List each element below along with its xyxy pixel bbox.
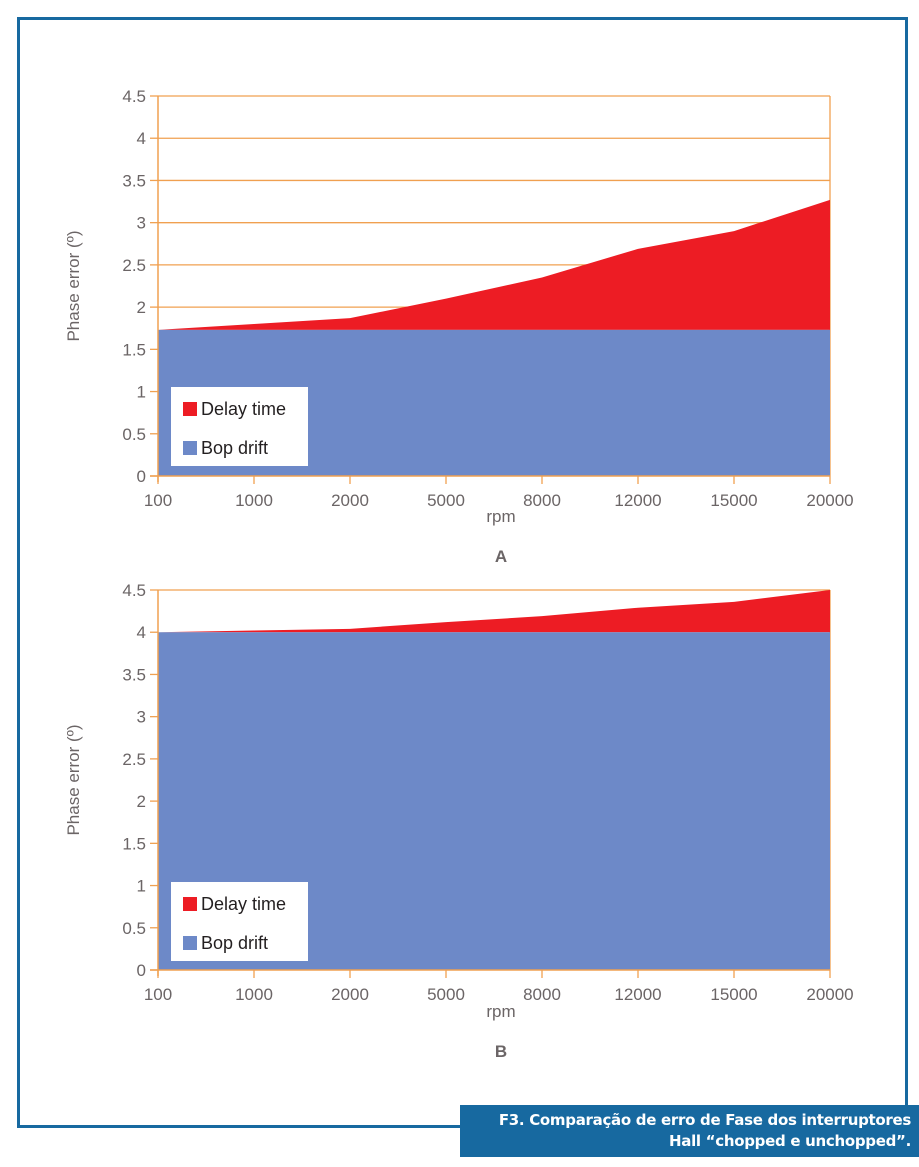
- x-tick-label: 8000: [523, 985, 561, 1004]
- x-axis-title: rpm: [486, 1002, 515, 1021]
- x-tick-label: 2000: [331, 491, 369, 510]
- legend-label-delay-time: Delay time: [201, 399, 286, 419]
- legend-swatch-delay-time: [183, 402, 197, 416]
- caption-line-1: F3. Comparação de erro de Fase dos inter…: [498, 1111, 911, 1129]
- y-tick-label: 4: [137, 129, 146, 148]
- y-tick-label: 1: [137, 877, 146, 896]
- legend-label-delay-time: Delay time: [201, 894, 286, 914]
- y-axis-title: Phase error (º): [64, 724, 83, 835]
- legend-label-bop-drift: Bop drift: [201, 933, 268, 953]
- x-tick-label: 5000: [427, 985, 465, 1004]
- x-tick-label: 12000: [614, 491, 661, 510]
- legend: Delay time Bop drift: [171, 387, 308, 466]
- y-tick-label: 3: [137, 708, 146, 727]
- y-tick-label: 3.5: [122, 171, 146, 190]
- area-delay-time: [158, 590, 830, 633]
- x-tick-label: 100: [144, 491, 172, 510]
- legend-label-bop-drift: Bop drift: [201, 438, 268, 458]
- y-tick-label: 2: [137, 298, 146, 317]
- y-tick-label: 2.5: [122, 750, 146, 769]
- legend-swatch-delay-time: [183, 897, 197, 911]
- x-tick-label: 15000: [710, 985, 757, 1004]
- chart-b: 0 0.5 1 1.5 2 2.5 3 3.5 4 4.5 100 1000 2000 5000 8000 1…: [64, 581, 854, 1061]
- area-bop-drift: [158, 329, 830, 476]
- x-tick-label: 100: [144, 985, 172, 1004]
- legend-swatch-bop-drift: [183, 441, 197, 455]
- x-tick-label: 5000: [427, 491, 465, 510]
- chart-a: 0 0.5 1 1.5 2 2.5 3 3.5 4 4.5 100 1000 2000 5000 8000 1…: [64, 87, 854, 566]
- y-tick-label: 4.5: [122, 581, 146, 600]
- y-tick-label: 4.5: [122, 87, 146, 106]
- y-tick-label: 1: [137, 383, 146, 402]
- x-tick-label: 12000: [614, 985, 661, 1004]
- area-delay-time: [158, 199, 830, 330]
- y-tick-label: 0: [137, 467, 146, 486]
- x-tick-label: 20000: [806, 491, 853, 510]
- figure-caption: F3. Comparação de erro de Fase dos inter…: [460, 1105, 919, 1157]
- y-tick-label: 3: [137, 214, 146, 233]
- x-tick-label: 2000: [331, 985, 369, 1004]
- panel-label: B: [495, 1042, 507, 1061]
- y-axis-title: Phase error (º): [64, 230, 83, 341]
- y-tick-label: 2.5: [122, 256, 146, 275]
- y-tick-label: 1.5: [122, 834, 146, 853]
- x-tick-label: 8000: [523, 491, 561, 510]
- panel-label: A: [495, 547, 507, 566]
- x-axis-title: rpm: [486, 507, 515, 526]
- y-tick-label: 0.5: [122, 425, 146, 444]
- x-tick-label: 20000: [806, 985, 853, 1004]
- legend: Delay time Bop drift: [171, 882, 308, 961]
- x-tick-label: 15000: [710, 491, 757, 510]
- y-tick-label: 4: [137, 623, 146, 642]
- x-tick-label: 1000: [235, 985, 273, 1004]
- y-tick-label: 3.5: [122, 665, 146, 684]
- y-tick-label: 2: [137, 792, 146, 811]
- area-bop-drift: [158, 632, 830, 970]
- caption-line-2: Hall “chopped e unchopped”.: [669, 1132, 911, 1150]
- legend-swatch-bop-drift: [183, 936, 197, 950]
- y-tick-label: 0: [137, 961, 146, 980]
- y-tick-label: 0.5: [122, 919, 146, 938]
- y-tick-label: 1.5: [122, 340, 146, 359]
- x-tick-label: 1000: [235, 491, 273, 510]
